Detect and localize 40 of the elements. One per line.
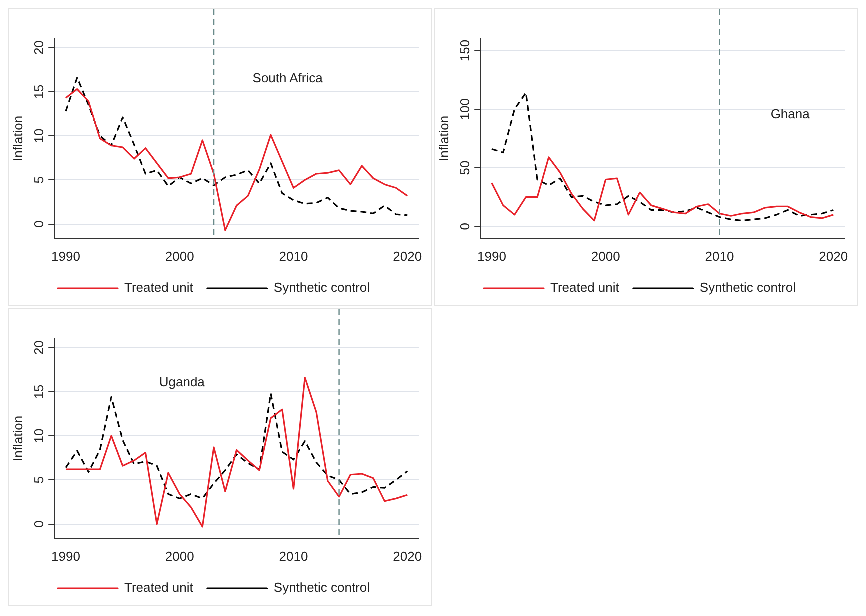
line-series	[491, 92, 834, 222]
y-tick-label: 20	[32, 40, 47, 56]
x-tick-label: 1990	[52, 248, 80, 264]
annotation: Ghana	[770, 106, 811, 122]
x-tick-label: 2000	[165, 248, 194, 264]
y-tick-label: 20	[32, 340, 47, 356]
x-tick-label: 2010	[279, 548, 308, 564]
legend-label: Synthetic control	[700, 280, 796, 296]
y-axis-title: Inflation	[10, 416, 26, 462]
x-tick-label: 2020	[393, 548, 422, 564]
y-tick-label: 100	[458, 98, 473, 120]
y-tick-label: 50	[458, 160, 473, 176]
y-tick-label: 150	[458, 40, 473, 62]
annotation: Uganda	[159, 374, 206, 390]
y-tick-label: 5	[32, 476, 47, 484]
annotation: South Africa	[252, 70, 324, 86]
legend-label: Treated unit	[550, 280, 620, 296]
y-tick-label: 10	[32, 128, 47, 144]
x-tick-label: 2000	[591, 248, 620, 264]
y-tick-label: 0	[458, 223, 473, 230]
legend-label: Treated unit	[124, 280, 194, 296]
y-tick-label: 15	[32, 84, 47, 100]
x-tick-label: 2010	[279, 248, 308, 264]
y-axis-title: Inflation	[10, 116, 26, 162]
y-axis-title: Inflation	[436, 116, 452, 162]
y-tick-label: 15	[32, 384, 47, 400]
y-tick-label: 10	[32, 428, 47, 444]
y-tick-label: 5	[32, 176, 47, 184]
legend-label: Synthetic control	[274, 280, 370, 296]
legend-label: Treated unit	[124, 580, 194, 596]
x-tick-label: 2010	[705, 248, 734, 264]
legend-label: Synthetic control	[274, 580, 370, 596]
x-tick-label: 2020	[819, 248, 848, 264]
x-tick-label: 2000	[165, 548, 194, 564]
x-tick-label: 2020	[393, 248, 422, 264]
y-tick-label: 0	[32, 520, 47, 528]
x-tick-label: 1990	[52, 548, 80, 564]
y-tick-label: 0	[32, 220, 47, 228]
x-tick-label: 1990	[478, 248, 506, 264]
line-series	[65, 392, 408, 500]
